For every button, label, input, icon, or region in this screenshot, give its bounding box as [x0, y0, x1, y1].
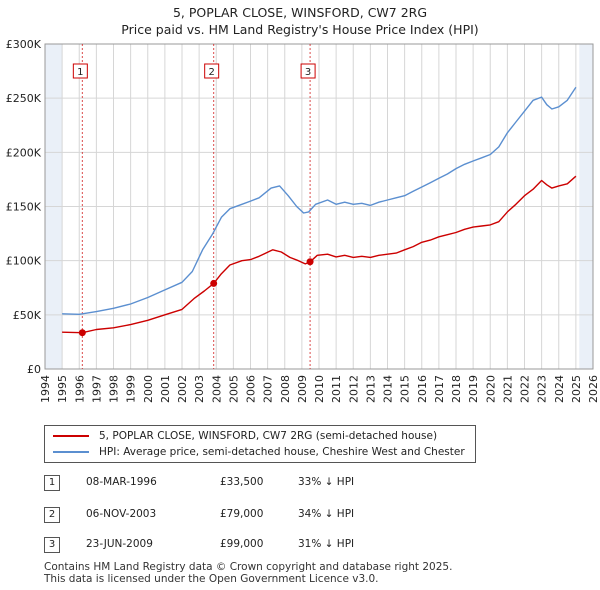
chart-legend: 5, POPLAR CLOSE, WINSFORD, CW7 2RG (semi…: [44, 425, 476, 463]
legend-label-property: 5, POPLAR CLOSE, WINSFORD, CW7 2RG (semi…: [99, 430, 438, 442]
sale-row: 3 23-JUN-2009 £99,000 31% ↓ HPI: [44, 536, 444, 554]
sale-marker-box: [300, 63, 316, 79]
plot-frame: [44, 43, 594, 370]
property-price-line: [62, 175, 577, 334]
sale-date: 23-JUN-2009: [86, 538, 153, 550]
sale-marker-label: 2: [208, 67, 214, 78]
x-tick-label: 1994: [39, 375, 52, 403]
x-tick-label: 2013: [364, 375, 377, 403]
x-tick-label: 2026: [587, 375, 600, 403]
sale-number: 3: [44, 537, 60, 553]
x-tick-label: 2018: [450, 375, 463, 403]
y-tick-label: £50K: [13, 309, 42, 322]
x-tick-label: 1999: [125, 375, 138, 403]
sale-date: 06-NOV-2003: [86, 508, 157, 520]
x-tick-label: 1997: [90, 375, 103, 403]
x-tick-label: 2021: [501, 375, 514, 403]
footer-copyright: Contains HM Land Registry data © Crown c…: [44, 561, 453, 573]
x-tick-label: 2006: [245, 375, 258, 403]
x-tick-label: 2016: [416, 375, 429, 403]
sale-marker-label: 3: [305, 67, 311, 78]
x-tick-label: 2009: [296, 375, 309, 403]
x-tick-label: 2002: [176, 375, 189, 403]
x-tick-label: 2007: [262, 375, 275, 403]
y-tick-label: £300K: [6, 38, 42, 51]
x-tick-label: 2012: [347, 375, 360, 403]
x-tick-label: 2005: [227, 375, 240, 403]
sale-row: 2 06-NOV-2003 £79,000 34% ↓ HPI: [44, 506, 444, 524]
price-chart: 1994 1995 1996 1997 1998 1999 2000 2001 2002 2003…: [6, 38, 600, 403]
sale-marker-label: 1: [77, 67, 83, 78]
x-tick-label: 2023: [536, 375, 549, 403]
sale-hpi-diff: 34% ↓ HPI: [298, 508, 355, 520]
x-tick-label: 2010: [313, 375, 326, 403]
x-tick-label: 2017: [433, 375, 446, 403]
x-tick-label: 2015: [399, 375, 412, 403]
sale-number: 1: [44, 475, 60, 491]
x-tick-label: 1996: [73, 375, 86, 403]
x-tick-label: 2019: [467, 375, 480, 403]
sale-hpi-diff: 31% ↓ HPI: [298, 538, 355, 550]
x-tick-label: 2004: [210, 375, 223, 403]
sale-point: [306, 258, 314, 266]
x-tick-label: 2014: [382, 375, 395, 403]
x-tick-label: 1998: [108, 375, 121, 403]
y-tick-label: £200K: [6, 146, 42, 159]
x-tick-label: 2008: [279, 375, 292, 403]
y-tick-label: £150K: [6, 201, 42, 214]
x-tick-label: 2000: [142, 375, 155, 403]
legend-swatch-hpi: [53, 451, 89, 453]
x-tick-label: 1995: [56, 375, 69, 403]
legend-item-hpi: HPI: Average price, semi-detached house,…: [53, 445, 465, 459]
y-tick-label: £250K: [6, 92, 42, 105]
chart-subtitle: Price paid vs. HM Land Registry's House …: [121, 22, 479, 37]
sale-price: £99,000: [220, 538, 264, 550]
footer-licence: This data is licensed under the Open Gov…: [44, 573, 379, 585]
sale-marker-box: [72, 63, 88, 79]
sale-price: £79,000: [220, 508, 264, 520]
x-tick-label: 2011: [330, 375, 343, 403]
sale-point: [210, 279, 218, 287]
x-tick-label: 2022: [519, 375, 532, 403]
x-tick-label: 2003: [193, 375, 206, 403]
x-tick-label: 2024: [553, 375, 566, 403]
legend-swatch-property: [53, 435, 89, 437]
sale-price: £33,500: [220, 476, 264, 488]
sale-hpi-diff: 33% ↓ HPI: [298, 476, 355, 488]
x-tick-label: 2020: [484, 375, 497, 403]
sale-number: 2: [44, 507, 60, 523]
footer-attribution: Contains HM Land Registry data © Crown c…: [44, 561, 452, 585]
legend-label-hpi: HPI: Average price, semi-detached house,…: [99, 446, 465, 458]
chart-title: 5, POPLAR CLOSE, WINSFORD, CW7 2RG: [172, 5, 428, 20]
y-tick-label: £0: [27, 363, 41, 376]
sale-marker-box: [204, 63, 220, 79]
sale-point: [78, 329, 86, 337]
x-tick-label: 2025: [570, 375, 583, 403]
y-tick-label: £100K: [6, 255, 42, 268]
sale-row: 1 08-MAR-1996 £33,500 33% ↓ HPI: [44, 474, 444, 492]
hpi-line: [62, 86, 577, 315]
sale-date: 08-MAR-1996: [86, 476, 157, 488]
x-tick-label: 2001: [159, 375, 172, 403]
legend-item-property: 5, POPLAR CLOSE, WINSFORD, CW7 2RG (semi…: [53, 429, 437, 443]
